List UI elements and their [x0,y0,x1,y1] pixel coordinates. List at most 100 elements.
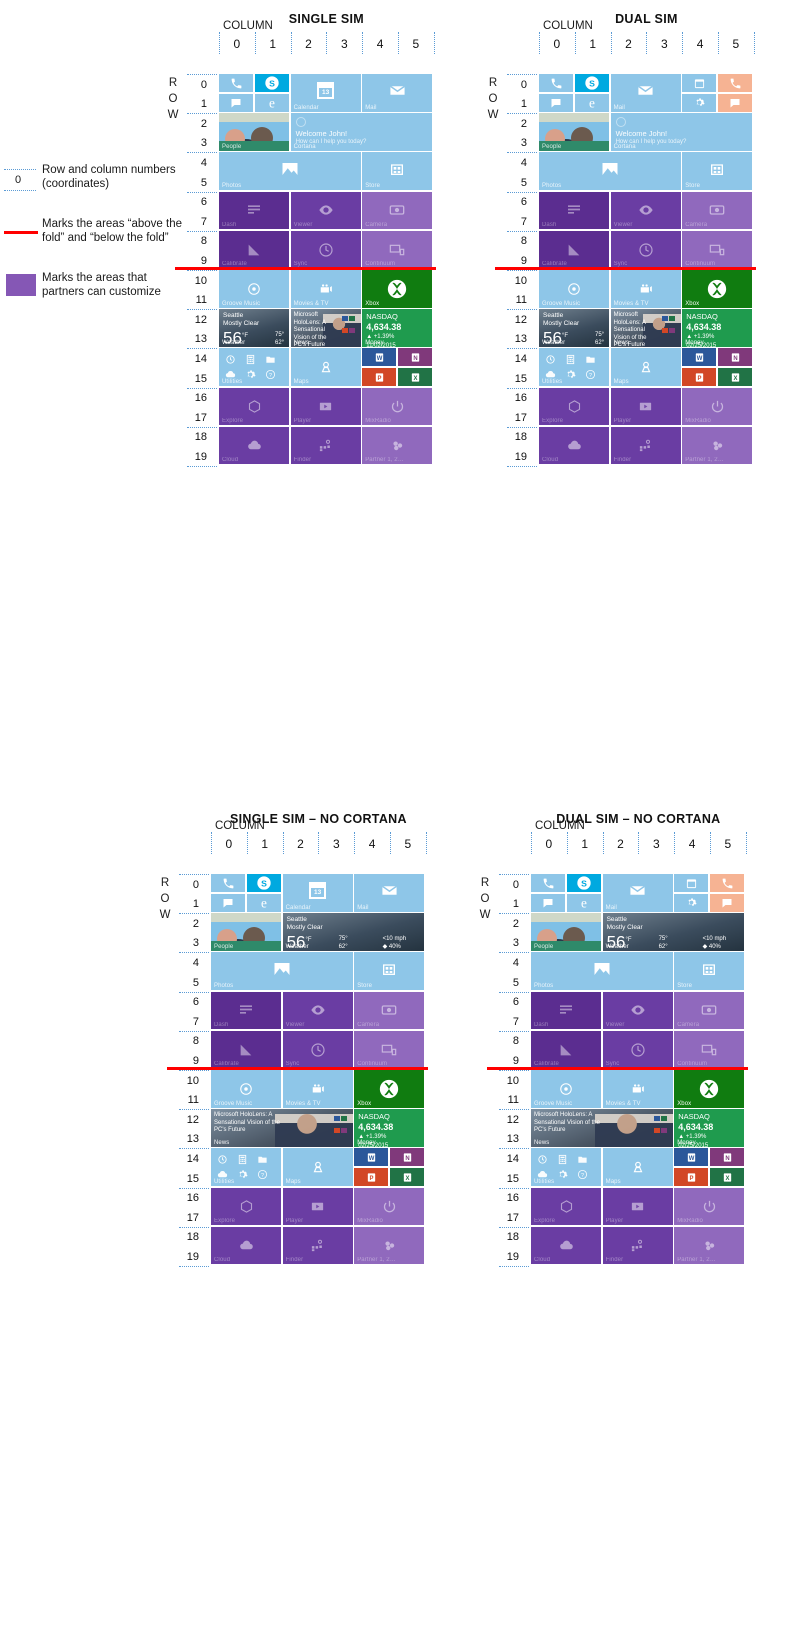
tile-mail[interactable]: Mail [602,874,673,912]
tile-word[interactable]: W [362,348,397,367]
tile-edge[interactable]: e [574,93,609,112]
tile-calendar[interactable] [674,874,709,892]
tile-viewer[interactable]: Viewer [610,191,681,230]
tile-weather[interactable]: Seattle Mostly Clear 56°F 75° 62° Weather [539,309,609,347]
tile-money[interactable]: NASDAQ 4,634.38 ▲ +1.39% 11/02/2015 Money [362,309,433,347]
tile-movies[interactable]: Movies & TV [602,1070,673,1108]
tile-sync[interactable]: Sync [602,1030,673,1069]
tile-movies[interactable]: Movies & TV [282,1070,353,1108]
tile-news[interactable]: Microsoft HoloLens: A Sensational Vision… [211,1109,353,1147]
tile-calendar[interactable]: 13 Calendar [282,874,353,912]
tile-utilities[interactable]: ? Utilities [531,1148,601,1186]
tile-player[interactable]: Player [610,387,681,426]
tile-calibrate[interactable]: Calibrate [211,1030,281,1069]
tile-mail[interactable]: Mail [610,74,681,112]
tile-xbox[interactable]: Xbox [354,1070,425,1108]
tile-powerpoint[interactable]: P [674,1168,709,1186]
tile-utilities[interactable]: ? Utilities [219,348,289,386]
tile-edge[interactable]: e [246,893,281,912]
tile-player[interactable]: Player [282,1187,353,1226]
tile-groove[interactable]: Groove Music [211,1070,281,1108]
tile-skype[interactable]: S [254,74,289,92]
tile-edge[interactable]: e [254,93,289,112]
tile-dash[interactable]: Dash [219,191,289,230]
tile-word[interactable]: W [682,348,717,367]
tile-phone[interactable] [211,874,246,892]
tile-mixradio[interactable]: MixRadio [674,1187,745,1226]
tile-calendar[interactable]: 13 Calendar [290,74,361,112]
tile-continuum[interactable]: Continuum [682,230,753,269]
tile-excel[interactable]: X [710,1168,745,1186]
tile-mail[interactable]: Mail [362,74,433,112]
tile-partners[interactable]: Partner 1, 2… [674,1226,745,1265]
tile-onenote[interactable]: N [710,1148,745,1167]
tile-partners[interactable]: Partner 1, 2… [682,426,753,465]
tile-continuum[interactable]: Continuum [354,1030,425,1069]
tile-photos[interactable]: Photos [211,952,353,990]
tile-powerpoint[interactable]: P [682,368,717,386]
tile-money[interactable]: NASDAQ 4,634.38 ▲ +1.39% 02/25/2015 Money [674,1109,745,1147]
tile-camera[interactable]: Camera [354,991,425,1030]
tile-movies[interactable]: Movies & TV [610,270,681,308]
tile-explore[interactable]: Explore [539,387,609,426]
tile-mixradio[interactable]: MixRadio [362,387,433,426]
tile-skype[interactable]: S [246,874,281,892]
tile-messaging[interactable] [710,893,745,912]
tile-cloud[interactable]: Cloud [219,426,289,465]
tile-xbox[interactable]: Xbox [682,270,753,308]
tile-people[interactable]: People [211,913,281,951]
tile-news[interactable]: Microsoft HoloLens: A Sensational Vision… [610,309,681,347]
tile-player[interactable]: Player [602,1187,673,1226]
tile-people[interactable]: People [531,913,601,951]
tile-utilities[interactable]: ? Utilities [539,348,609,386]
tile-phone[interactable] [710,874,745,892]
tile-messaging[interactable] [539,93,574,112]
tile-excel[interactable]: X [390,1168,425,1186]
tile-weather[interactable]: Seattle Mostly Clear 56°F 75° 62° Weather [219,309,289,347]
tile-continuum[interactable]: Continuum [362,230,433,269]
tile-onenote[interactable]: N [718,348,753,367]
tile-dash[interactable]: Dash [211,991,281,1030]
tile-weather[interactable]: Seattle Mostly Clear 56°F 75° 62° <10 mph ◆ 40… [602,913,745,951]
tile-viewer[interactable]: Viewer [282,991,353,1030]
tile-cortana[interactable]: Welcome John! How can I help you today? Co… [610,113,753,151]
tile-phone[interactable] [219,74,254,92]
tile-phone[interactable] [531,874,566,892]
tile-partners[interactable]: Partner 1, 2… [362,426,433,465]
tile-people[interactable]: People [219,113,289,151]
tile-finder[interactable]: Finder [282,1226,353,1265]
tile-utilities[interactable]: ? Utilities [211,1148,281,1186]
tile-explore[interactable]: Explore [531,1187,601,1226]
tile-cortana[interactable]: Welcome John! How can I help you today? Co… [290,113,433,151]
tile-xbox[interactable]: Xbox [362,270,433,308]
tile-finder[interactable]: Finder [602,1226,673,1265]
tile-skype[interactable]: S [574,74,609,92]
tile-phone[interactable] [718,74,753,92]
tile-settings[interactable] [682,93,717,112]
tile-maps[interactable]: Maps [610,348,681,386]
tile-cloud[interactable]: Cloud [531,1226,601,1265]
tile-viewer[interactable]: Viewer [290,191,361,230]
tile-player[interactable]: Player [290,387,361,426]
tile-maps[interactable]: Maps [602,1148,673,1186]
tile-mixradio[interactable]: MixRadio [682,387,753,426]
tile-powerpoint[interactable]: P [362,368,397,386]
tile-messaging[interactable] [219,93,254,112]
tile-money[interactable]: NASDAQ 4,634.38 ▲ +1.39% 02/25/2015 Money [354,1109,425,1147]
tile-maps[interactable]: Maps [290,348,361,386]
tile-camera[interactable]: Camera [682,191,753,230]
tile-photos[interactable]: Photos [219,152,361,190]
tile-onenote[interactable]: N [398,348,433,367]
tile-calendar[interactable] [682,74,717,92]
tile-partners[interactable]: Partner 1, 2… [354,1226,425,1265]
tile-finder[interactable]: Finder [610,426,681,465]
tile-explore[interactable]: Explore [211,1187,281,1226]
tile-dash[interactable]: Dash [531,991,601,1030]
tile-groove[interactable]: Groove Music [539,270,609,308]
tile-continuum[interactable]: Continuum [674,1030,745,1069]
tile-calibrate[interactable]: Calibrate [531,1030,601,1069]
tile-store[interactable]: Store [682,152,753,190]
tile-settings[interactable] [674,893,709,912]
tile-mail[interactable]: Mail [354,874,425,912]
tile-messaging[interactable] [531,893,566,912]
